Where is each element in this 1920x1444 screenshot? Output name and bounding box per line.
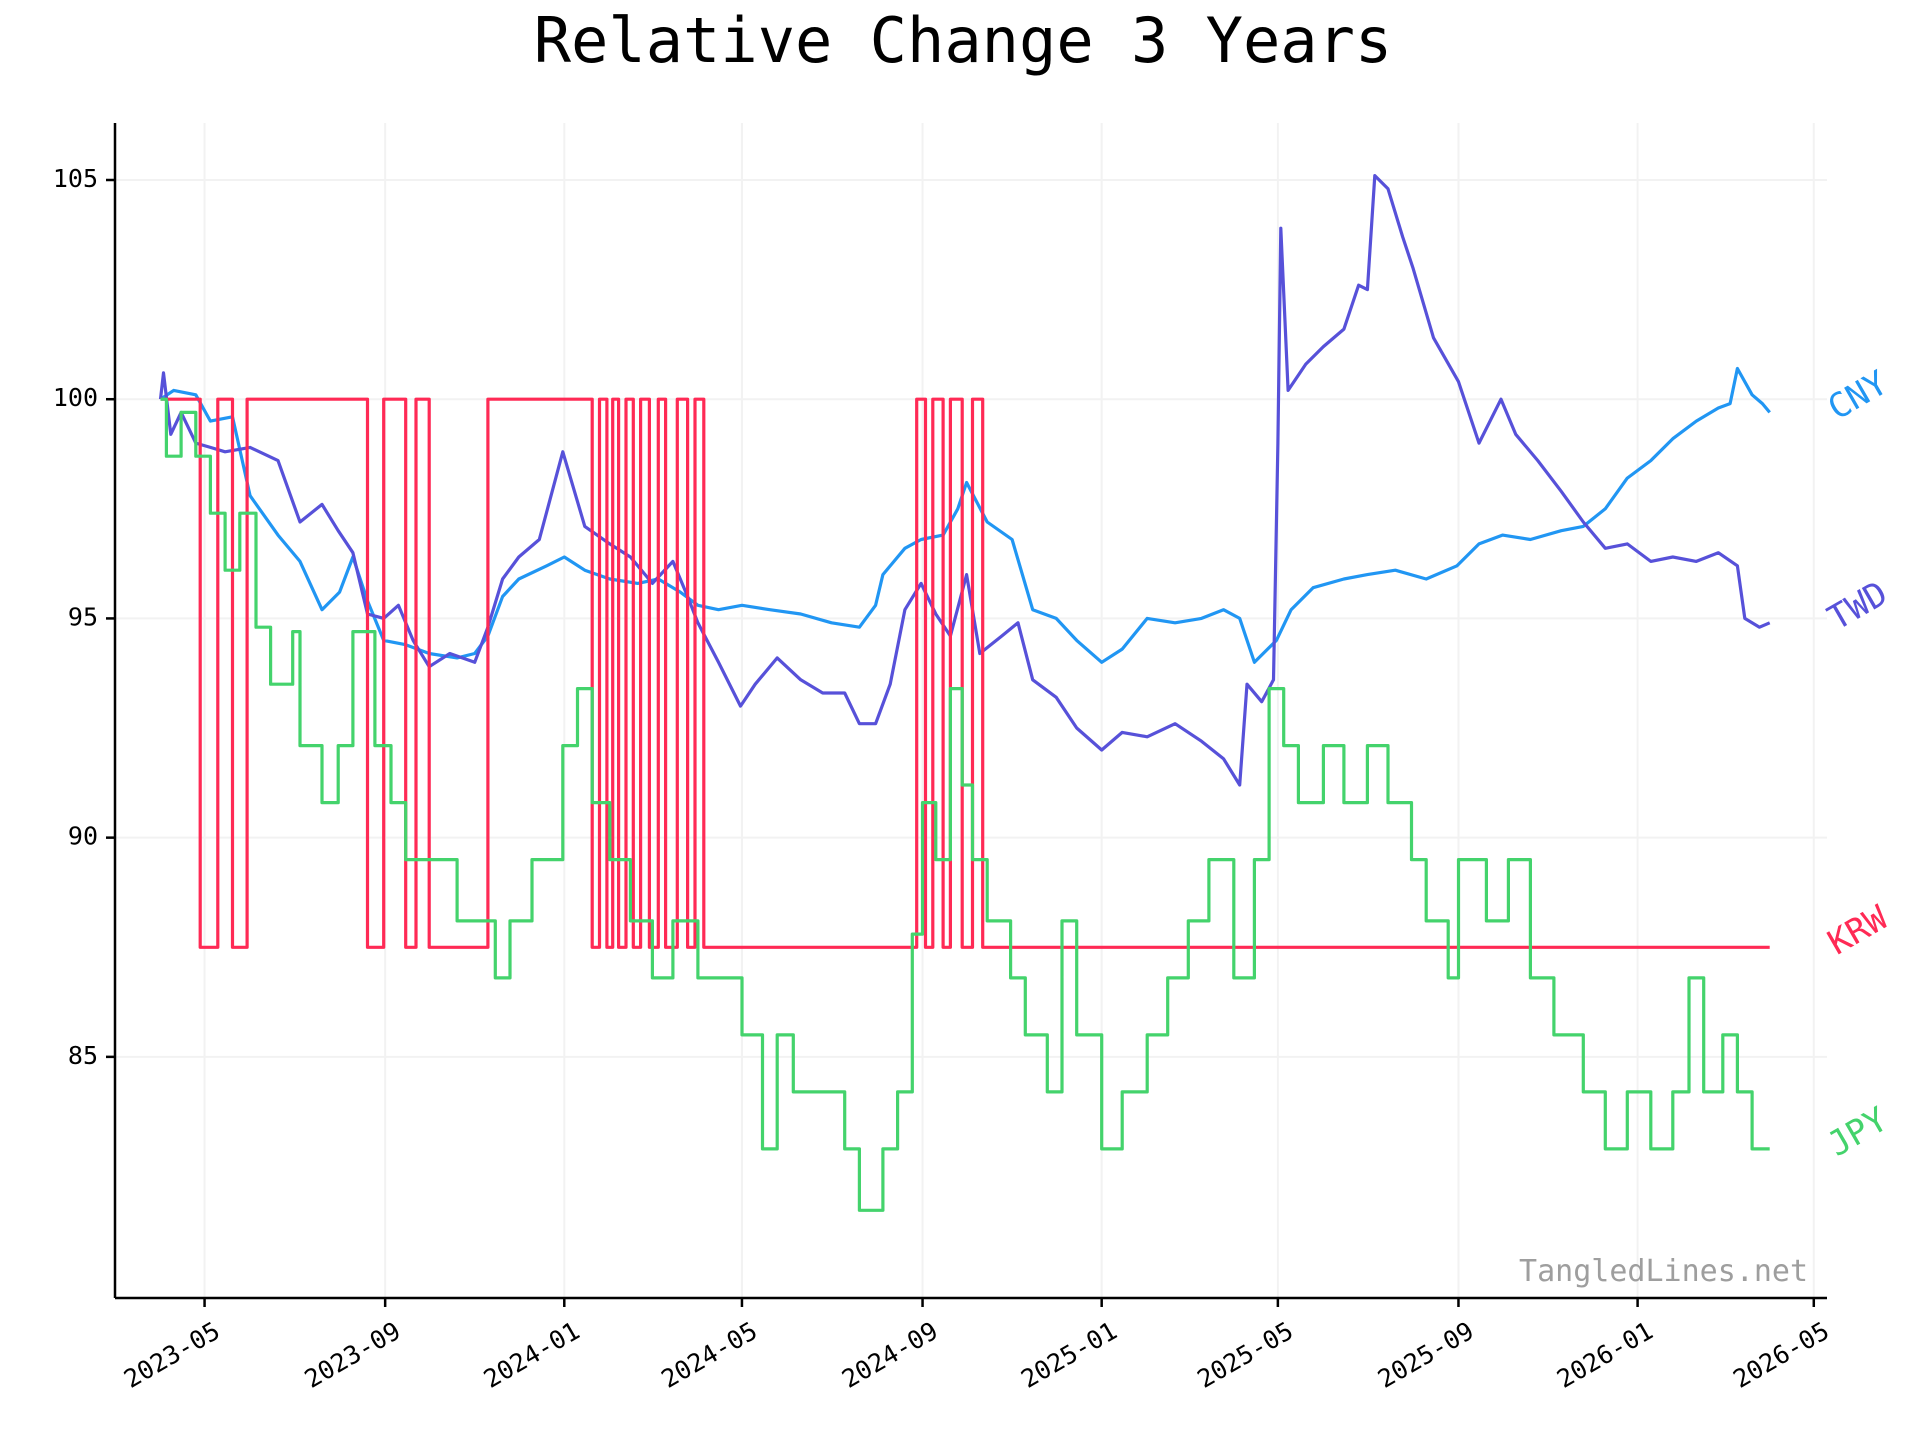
x-tick-label: 2023-09 xyxy=(300,1316,406,1394)
x-tick-label: 2024-01 xyxy=(479,1316,585,1394)
x-tick-label: 2024-09 xyxy=(837,1316,943,1394)
x-tick-label: 2026-05 xyxy=(1728,1316,1834,1394)
series-labels: CNY TWD KRW JPY xyxy=(1821,363,1895,1165)
y-tick-label: 95 xyxy=(68,602,98,631)
series-line-krw xyxy=(160,397,1770,949)
series-group xyxy=(158,174,1771,1212)
x-tick-label: 2026-01 xyxy=(1552,1316,1658,1394)
series-label-krw: KRW xyxy=(1821,898,1895,964)
series-line-twd xyxy=(158,174,1771,787)
grid xyxy=(115,123,1827,1298)
y-tick-label: 85 xyxy=(68,1041,98,1070)
x-tick-label: 2023-05 xyxy=(119,1316,225,1394)
series-line-jpy xyxy=(160,397,1770,1212)
x-tick-label: 2025-01 xyxy=(1016,1316,1122,1394)
watermark: TangledLines.net xyxy=(1519,1254,1808,1289)
x-tick-label: 2024-05 xyxy=(656,1316,762,1394)
series-label-cny: CNY xyxy=(1821,363,1894,428)
x-tick-label: 2025-09 xyxy=(1373,1316,1479,1394)
series-label-jpy: JPY xyxy=(1821,1100,1894,1165)
y-tick-label: 105 xyxy=(53,164,98,193)
x-tick-label: 2025-05 xyxy=(1192,1316,1298,1394)
series-label-twd: TWD xyxy=(1821,573,1894,638)
y-tick-label: 100 xyxy=(53,383,98,412)
chart-title: Relative Change 3 Years xyxy=(534,4,1393,77)
y-tick-label: 90 xyxy=(68,822,98,851)
